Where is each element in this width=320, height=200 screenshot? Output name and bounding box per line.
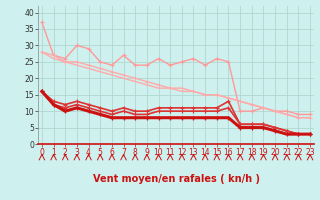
X-axis label: Vent moyen/en rafales ( kn/h ): Vent moyen/en rafales ( kn/h ) xyxy=(92,174,260,184)
